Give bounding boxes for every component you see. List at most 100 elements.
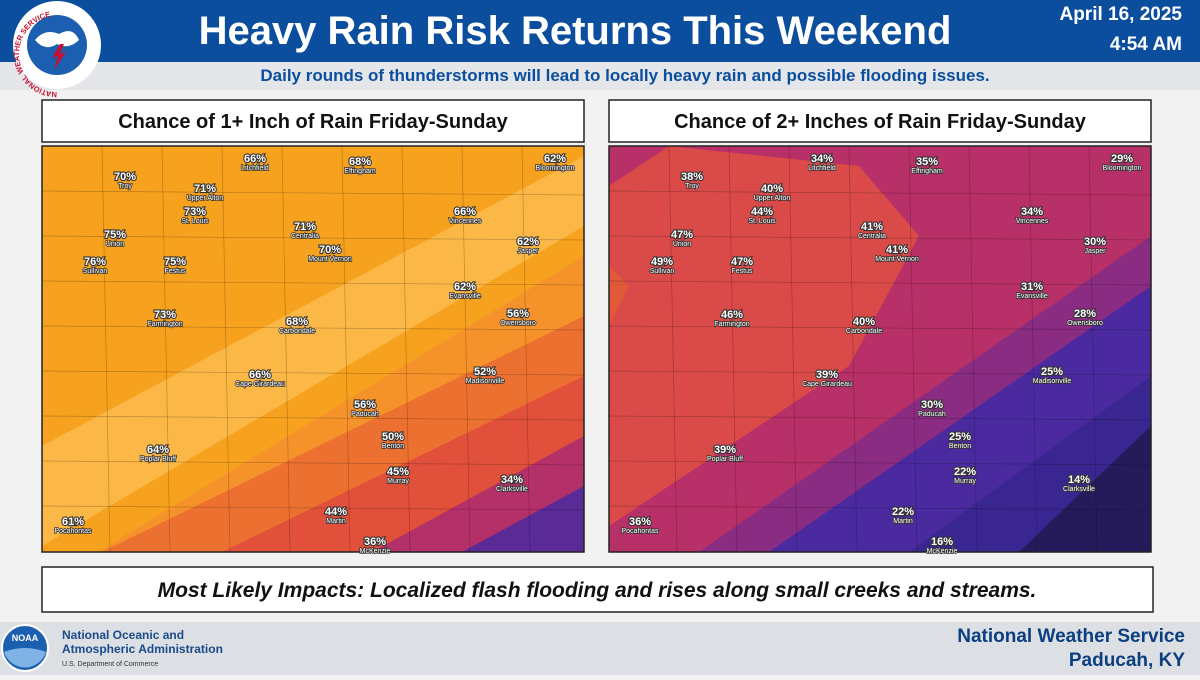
- percent-label: 75%: [164, 256, 186, 268]
- city-label: Bloomington: [536, 165, 575, 172]
- county-line: [908, 146, 918, 552]
- percent-label: 40%: [853, 316, 875, 328]
- percent-label: 52%: [474, 366, 496, 378]
- city-label: Sullivan: [83, 268, 108, 275]
- percent-label: 39%: [816, 369, 838, 381]
- city-label: Paducah: [351, 411, 379, 418]
- county-line: [521, 146, 531, 552]
- department: U.S. Department of Commerce: [62, 661, 158, 668]
- city-label: Upper Alton: [187, 195, 224, 202]
- county-line: [609, 280, 1151, 286]
- agency-line: National Oceanic and: [62, 628, 184, 642]
- city-label: Troy: [118, 183, 132, 190]
- nws-bolt: [52, 44, 66, 70]
- city-label: McKenzie: [927, 548, 958, 555]
- probability-band: [1019, 426, 1151, 552]
- probability-band: [609, 266, 629, 326]
- city-label: Paducah: [918, 411, 946, 418]
- city-label: Owensboro: [1067, 320, 1103, 327]
- city-label: Murray: [387, 478, 409, 485]
- location: Paducah, KY: [1069, 650, 1185, 671]
- percent-label: 44%: [325, 506, 347, 518]
- percent-label: 40%: [761, 183, 783, 195]
- city-label: Madisonville: [466, 378, 505, 385]
- percent-label: 66%: [249, 369, 271, 381]
- map-panel: Chance of 2+ Inches of Rain Friday-Sunda…: [608, 99, 1152, 556]
- percent-label: 62%: [517, 236, 539, 248]
- noaa-logo-wave: [4, 648, 46, 668]
- city-label: Cape Girardeau: [802, 381, 852, 388]
- map-title: Chance of 2+ Inches of Rain Friday-Sunda…: [674, 111, 1087, 133]
- percent-label: 16%: [931, 536, 953, 548]
- city-label: Poplar Bluff: [140, 456, 176, 463]
- percent-label: 70%: [114, 171, 136, 183]
- city-label: Jasper: [1084, 248, 1106, 255]
- city-label: Pocahontas: [622, 528, 659, 535]
- impacts-box: [41, 566, 1154, 613]
- percent-label: 61%: [62, 516, 84, 528]
- city-label: Farmington: [714, 321, 750, 328]
- city-label: Cape Girardeau: [235, 381, 285, 388]
- percent-label: 28%: [1074, 308, 1096, 320]
- percent-label: 47%: [731, 256, 753, 268]
- agency-line: Atmospheric Administration: [62, 642, 223, 656]
- county-line: [609, 460, 1151, 466]
- percent-label: 66%: [244, 153, 266, 165]
- city-label: Evansville: [449, 293, 481, 300]
- city-label: Evansville: [1016, 293, 1048, 300]
- percent-label: 38%: [681, 171, 703, 183]
- city-label: Clarksville: [496, 486, 528, 493]
- percent-label: 34%: [1021, 206, 1043, 218]
- county-line: [281, 146, 291, 552]
- county-line: [788, 146, 798, 552]
- percent-label: 34%: [501, 474, 523, 486]
- percent-label: 50%: [382, 431, 404, 443]
- city-label: Mount Vernon: [308, 256, 352, 263]
- city-label: Farmington: [147, 321, 183, 328]
- map-title: Chance of 1+ Inch of Rain Friday-Sunday: [118, 111, 508, 133]
- office: National Weather Service: [957, 626, 1185, 647]
- probability-band: [462, 486, 584, 552]
- percent-label: 29%: [1111, 153, 1133, 165]
- county-line: [101, 146, 111, 552]
- county-line: [341, 146, 351, 552]
- percent-label: 62%: [454, 281, 476, 293]
- percent-label: 73%: [184, 206, 206, 218]
- county-line: [968, 146, 978, 552]
- percent-label: 62%: [544, 153, 566, 165]
- city-label: Carbondale: [279, 328, 315, 335]
- county-line: [609, 370, 1151, 376]
- percent-label: 56%: [507, 308, 529, 320]
- city-label: Poplar Bluff: [707, 456, 743, 463]
- city-label: Murray: [954, 478, 976, 485]
- city-label: Carbondale: [846, 328, 882, 335]
- map: [609, 146, 1151, 552]
- city-label: St. Louis: [181, 218, 209, 225]
- percent-label: 14%: [1068, 474, 1090, 486]
- city-label: Centralia: [291, 233, 319, 240]
- percent-label: 25%: [1041, 366, 1063, 378]
- percent-label: 70%: [319, 244, 341, 256]
- percent-label: 22%: [954, 466, 976, 478]
- percent-label: 41%: [861, 221, 883, 233]
- county-line: [668, 146, 678, 552]
- percent-label: 25%: [949, 431, 971, 443]
- county-line: [221, 146, 231, 552]
- probability-band: [42, 156, 584, 546]
- city-label: Clarksville: [1063, 486, 1095, 493]
- percent-label: 56%: [354, 399, 376, 411]
- probability-band: [609, 146, 919, 526]
- title: Heavy Rain Risk Returns This Weekend: [199, 9, 952, 53]
- city-label: Vincennes: [449, 218, 482, 225]
- county-line: [609, 325, 1151, 331]
- city-label: Troy: [685, 183, 699, 190]
- county-line: [461, 146, 471, 552]
- map-panel: Chance of 1+ Inch of Rain Friday-Sunday 6…: [41, 99, 585, 556]
- county-line: [609, 505, 1151, 511]
- city-label: Martin: [893, 518, 913, 525]
- map-border: [608, 145, 1152, 553]
- county-line: [42, 280, 584, 286]
- percent-label: 47%: [671, 229, 693, 241]
- city-label: Owensboro: [500, 320, 536, 327]
